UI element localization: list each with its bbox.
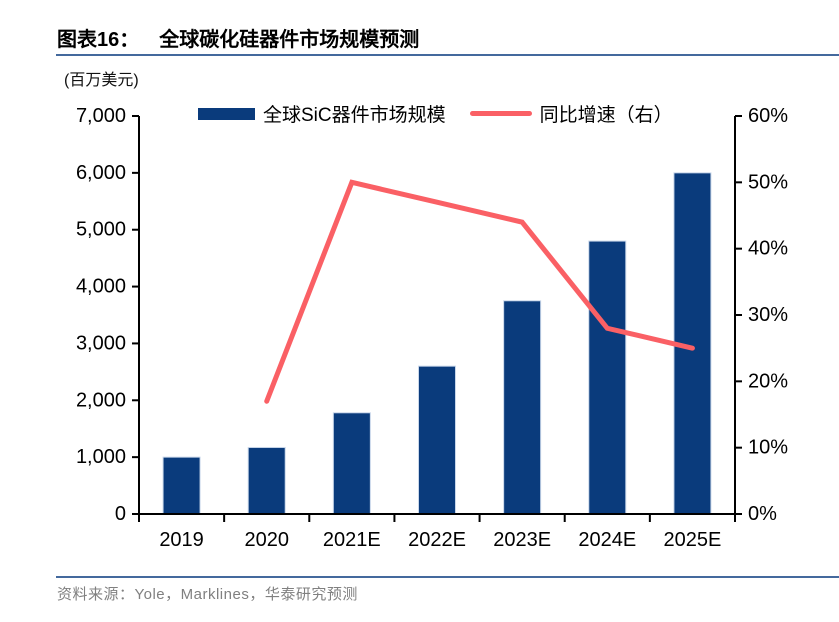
page-title: 全球碳化硅器件市场规模预测 <box>159 29 420 51</box>
bar-2019 <box>162 456 201 515</box>
bar-2020 <box>247 446 286 515</box>
left-axis-tick-label: 0 <box>115 503 126 525</box>
right-axis-tick-label: 0% <box>748 503 777 525</box>
figure-label: 图表16： <box>57 29 140 51</box>
left-axis-tick-label: 7,000 <box>76 105 126 127</box>
right-axis-tick-label: 30% <box>748 304 788 326</box>
chart-legend: 全球SiC器件市场规模 同比增速（右） <box>198 100 673 127</box>
unit-label: (百万美元) <box>64 72 139 89</box>
bar-2021E <box>332 412 371 515</box>
right-axis-tick-label: 20% <box>748 370 788 392</box>
right-axis-tick-label: 10% <box>748 437 788 459</box>
legend-label-growth: 同比增速（右） <box>539 105 673 126</box>
footer-divider <box>56 576 839 578</box>
growth-line <box>264 179 695 404</box>
bar-swatch-icon <box>198 107 255 120</box>
x-axis-label-2021E: 2021E <box>323 529 381 551</box>
bar-2022E <box>418 365 456 515</box>
legend-label-market-size: 全球SiC器件市场规模 <box>263 105 446 126</box>
left-axis-tick-label: 5,000 <box>76 219 126 241</box>
left-axis-tick-label: 1,000 <box>76 446 126 468</box>
legend-item-growth: 同比增速（右） <box>469 100 673 127</box>
figure-title: 图表16： 全球碳化硅器件市场规模预测 <box>57 23 419 52</box>
x-axis-label-2022E: 2022E <box>408 529 466 551</box>
line-swatch-icon <box>469 111 532 116</box>
right-axis-tick-label: 40% <box>748 238 788 260</box>
right-axis-tick-label: 60% <box>748 105 788 127</box>
legend-item-market-size: 全球SiC器件市场规模 <box>198 100 446 127</box>
x-axis-label-2025E: 2025E <box>664 529 722 551</box>
bar-2024E <box>588 240 627 515</box>
right-axis-tick-label: 50% <box>748 171 788 193</box>
bar-2023E <box>503 300 542 515</box>
left-axis-tick-label: 4,000 <box>76 276 126 298</box>
left-axis-tick-label: 3,000 <box>76 332 126 354</box>
source-note: 资料来源：Yole，Marklines，华泰研究预测 <box>57 586 358 603</box>
x-axis-label-2020: 2020 <box>244 529 289 551</box>
x-axis-label-2024E: 2024E <box>578 529 636 551</box>
x-axis-label-2019: 2019 <box>159 529 204 551</box>
left-axis-tick-label: 6,000 <box>76 162 126 184</box>
x-axis-label-2023E: 2023E <box>493 529 551 551</box>
left-axis-tick-label: 2,000 <box>76 389 126 411</box>
title-divider <box>56 54 839 56</box>
